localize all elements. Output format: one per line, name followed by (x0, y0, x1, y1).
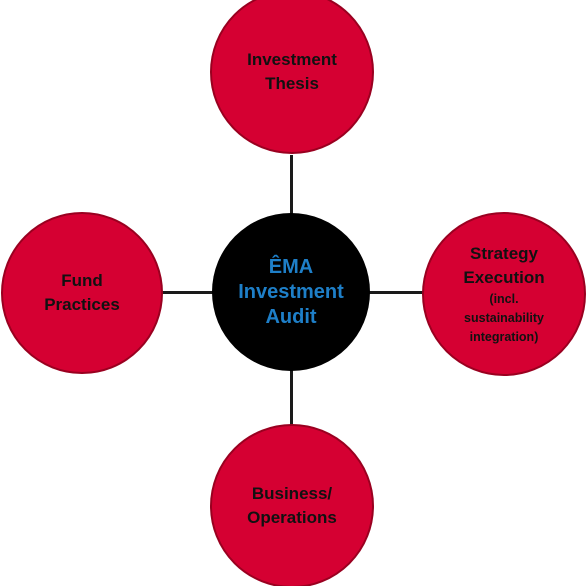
connector-bottom (290, 368, 293, 426)
hub-label: ÊMA Investment Audit (238, 255, 344, 328)
connector-right (368, 291, 426, 294)
node-investment-thesis-label: Investment Thesis (247, 50, 337, 93)
node-fund-practices-label: Fund Practices (44, 271, 120, 314)
node-strategy-execution-sublabel: (incl. sustainability integration) (464, 291, 544, 344)
node-business-operations-label: Business/ Operations (247, 484, 337, 527)
connector-left (160, 291, 215, 294)
connector-top (290, 155, 293, 215)
node-investment-thesis: Investment Thesis (210, 0, 374, 154)
hub-ema-investment-audit: ÊMA Investment Audit (212, 213, 370, 371)
node-fund-practices: Fund Practices (1, 212, 163, 374)
node-strategy-execution: Strategy Execution (incl. sustainability… (422, 212, 586, 376)
node-business-operations: Business/ Operations (210, 424, 374, 586)
node-strategy-execution-label: Strategy Execution (463, 243, 545, 287)
